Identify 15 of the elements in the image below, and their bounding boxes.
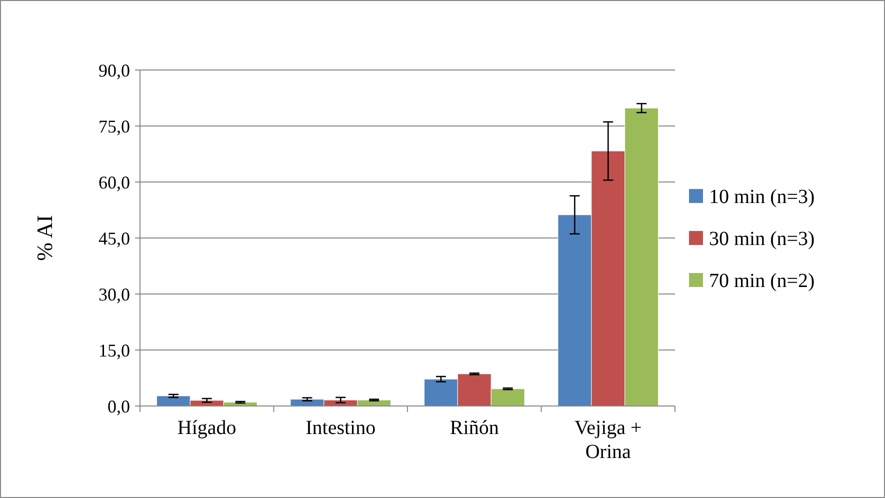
legend-label: 30 min (n=3)	[709, 228, 815, 250]
y-tick-label: 30,0	[98, 284, 130, 304]
x-tick-label: Riñón	[450, 417, 499, 439]
y-tick-label: 45,0	[98, 228, 130, 248]
y-tick-label: 60,0	[98, 172, 130, 192]
legend-label: 10 min (n=3)	[709, 186, 815, 208]
legend-label: 70 min (n=2)	[709, 270, 815, 292]
y-tick-label: 15,0	[98, 340, 130, 360]
y-tick-label: 75,0	[98, 116, 130, 136]
y-tick-label: 0,0	[108, 396, 130, 416]
y-axis-title: % AI	[32, 215, 57, 261]
x-tick-label: Intestino	[306, 417, 376, 439]
y-tick-label: 90,0	[98, 60, 130, 80]
x-tick-label: Vejiga + Orina	[574, 417, 642, 463]
x-tick-label: Hígado	[177, 417, 236, 439]
